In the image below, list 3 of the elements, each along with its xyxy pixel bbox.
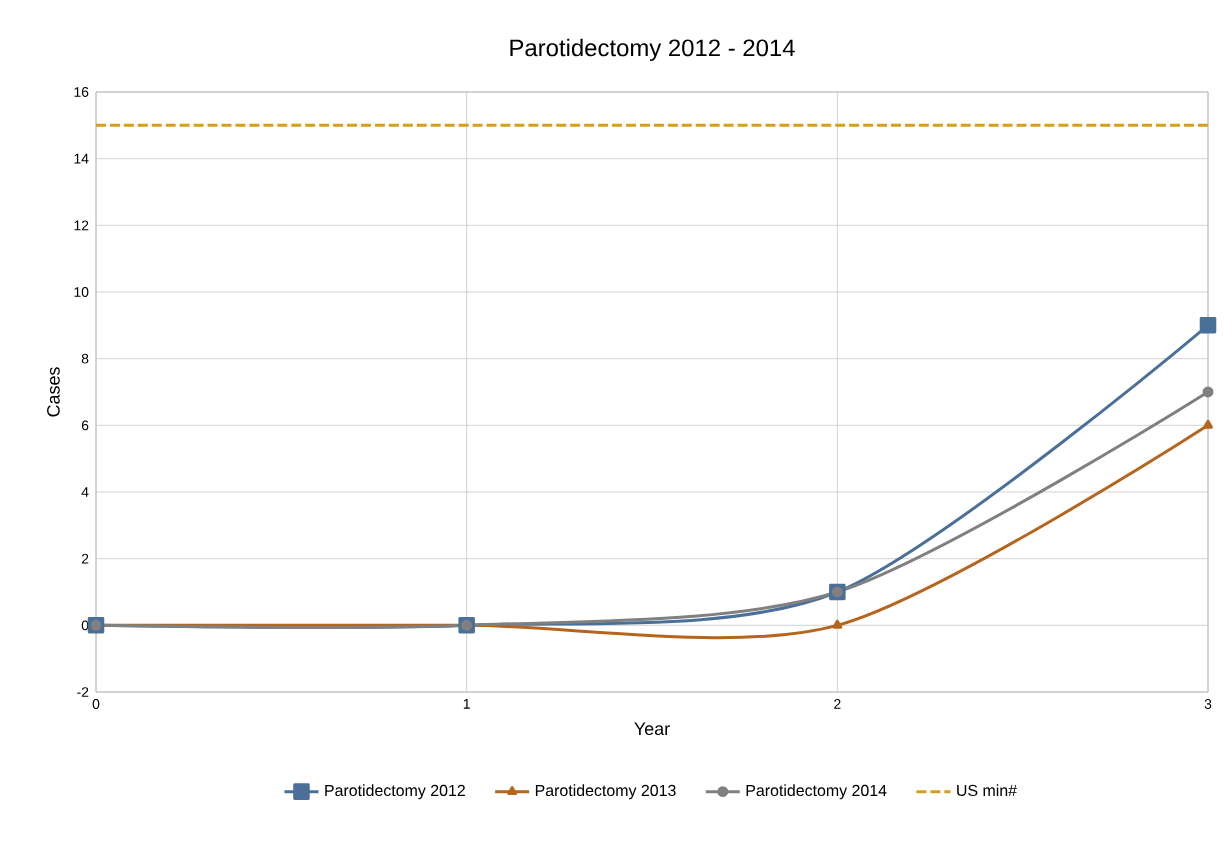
chart-title: Parotidectomy 2012 - 2014 <box>510 38 795 62</box>
y-axis-title: Cases <box>47 367 60 417</box>
x-axis-title: Year <box>634 722 670 736</box>
